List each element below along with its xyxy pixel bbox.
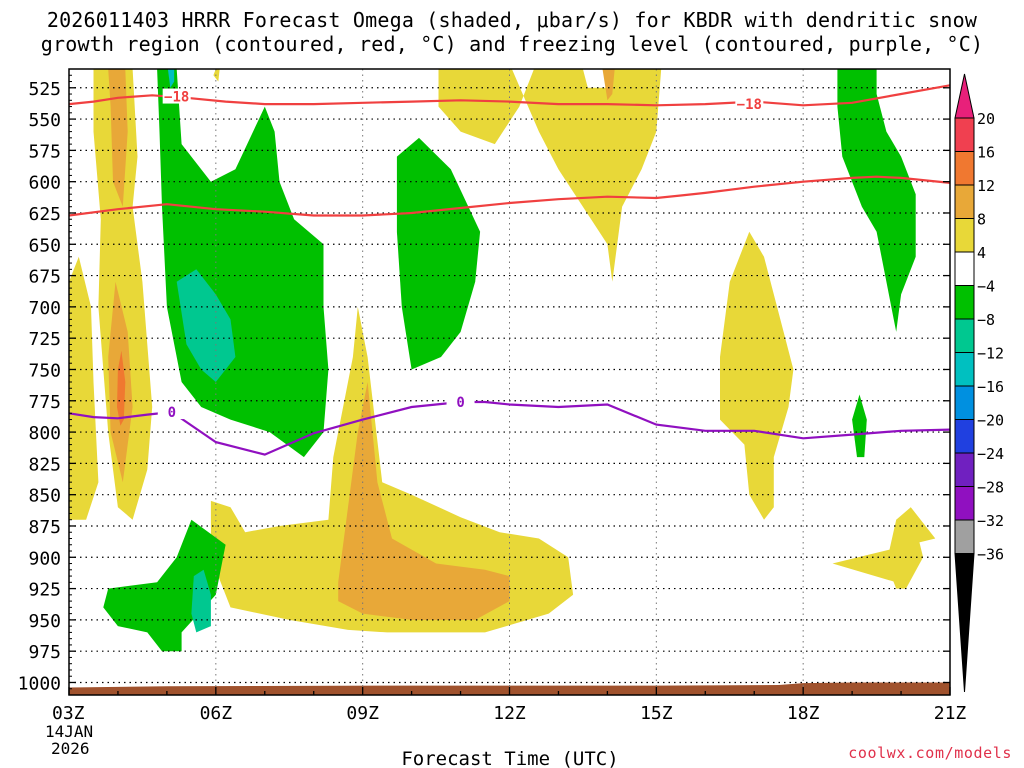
title-line-1: 2026011403 HRRR Forecast Omega (shaded, …	[46, 8, 978, 32]
colorbar-swatch	[954, 251, 975, 286]
colorbar-label: 20	[977, 110, 995, 128]
y-tick-label: 550	[28, 110, 61, 131]
y-tick-label: 850	[28, 486, 61, 507]
y-tick-label: 675	[28, 267, 61, 288]
colorbar-swatch	[954, 117, 975, 152]
colorbar-label: −16	[977, 378, 1004, 396]
x-year-label: 2026	[51, 739, 90, 758]
colorbar-label: −24	[977, 445, 1004, 463]
y-tick-label: 650	[28, 235, 61, 256]
dgz-contour-label-bg	[735, 96, 764, 112]
omega-region-neg4	[837, 69, 916, 332]
y-tick-label: 925	[28, 580, 61, 601]
contours: −18 −18 0 0	[69, 84, 950, 456]
colorbar: 20 16 12 8 4 −4 −8 −12 −16 −20 −24 −28 −32 −36	[954, 73, 1004, 693]
x-tick-label: 03Z	[52, 703, 85, 724]
colorbar-bottom-arrow	[954, 553, 975, 693]
colorbar-swatch	[954, 385, 975, 420]
colorbar-swatch	[954, 519, 975, 554]
x-tick-label: 09Z	[346, 703, 379, 724]
freezing-level-label: 0	[456, 395, 464, 411]
freezing-level-label-bg	[446, 394, 475, 410]
omega-region-pos8	[338, 382, 510, 620]
y-tick-label: 825	[28, 454, 61, 475]
y-tick-label: 700	[28, 298, 61, 319]
colorbar-label: −8	[977, 311, 995, 329]
x-tick-label: 15Z	[640, 703, 673, 724]
colorbar-top-arrow	[954, 73, 975, 119]
x-tick-label: 12Z	[493, 703, 526, 724]
chart-title: 2026011403 HRRR Forecast Omega (shaded, …	[0, 8, 1024, 56]
colorbar-swatch	[954, 151, 975, 186]
y-tick-label: 725	[28, 329, 61, 350]
omega-region-pos4	[210, 306, 574, 633]
colorbar-label: −36	[977, 546, 1004, 564]
omega-region-pos8	[602, 69, 615, 101]
omega-region-neg4	[103, 519, 226, 652]
credit-text: coolwx.com/models	[848, 744, 1012, 762]
colorbar-swatch	[954, 318, 975, 353]
colorbar-label: 4	[977, 244, 986, 262]
omega-region-pos8	[108, 69, 128, 207]
colorbar-label: 8	[977, 211, 986, 229]
y-tick-label: 575	[28, 141, 61, 162]
omega-region-pos4	[213, 69, 220, 82]
y-tick-label: 875	[28, 517, 61, 538]
x-tick-label: 06Z	[200, 703, 233, 724]
colorbar-swatch	[954, 486, 975, 521]
y-tick-label: 625	[28, 204, 61, 225]
y-tick-label: 525	[28, 79, 61, 100]
omega-region-neg4	[396, 137, 481, 370]
omega-region-pos4	[720, 231, 794, 520]
y-tick-label: 975	[28, 642, 61, 663]
title-line-2: growth region (contoured, red, °C) and f…	[40, 32, 984, 56]
x-date-label: 14JAN	[45, 722, 93, 741]
grid-lines	[69, 69, 950, 695]
omega-region-pos4	[438, 69, 662, 282]
dgz-contour-label: −18	[737, 97, 762, 113]
y-tick-label: 600	[28, 173, 61, 194]
omega-region-neg8	[176, 269, 236, 382]
omega-region-neg8	[191, 569, 211, 633]
dgz-contour-line	[69, 175, 950, 217]
colorbar-swatch	[954, 184, 975, 219]
y-tick-label: 800	[28, 423, 61, 444]
dgz-contour-label-bg	[162, 88, 191, 104]
omega-shading	[69, 69, 936, 652]
y-tick-label: 900	[28, 548, 61, 569]
colorbar-swatch	[954, 285, 975, 320]
colorbar-label: −28	[977, 479, 1004, 497]
x-tick-label: 21Z	[934, 703, 967, 724]
omega-region-pos4	[886, 507, 924, 589]
colorbar-label: −12	[977, 345, 1004, 363]
colorbar-swatch	[954, 419, 975, 454]
y-tick-label: 750	[28, 360, 61, 381]
colorbar-label: −4	[977, 278, 995, 296]
colorbar-label: −20	[977, 412, 1004, 430]
x-axis-label: Forecast Time (UTC)	[401, 748, 618, 768]
omega-region-pos4	[69, 256, 99, 520]
colorbar-swatch	[954, 218, 975, 253]
y-axis: 525 550 575 600 625 650 675 700 725 750 775 800 825 8…	[18, 74, 950, 694]
y-tick-label: 1000	[18, 673, 61, 694]
freezing-level-label-bg	[157, 404, 186, 420]
freezing-level-label: 0	[168, 405, 176, 421]
y-tick-label: 950	[28, 611, 61, 632]
colorbar-swatch	[954, 352, 975, 387]
colorbar-label: 12	[977, 177, 995, 195]
omega-region-neg12	[167, 69, 175, 88]
dgz-contour-label: −18	[164, 90, 189, 106]
omega-region-neg4	[852, 394, 867, 458]
y-tick-label: 775	[28, 392, 61, 413]
x-tick-label: 18Z	[787, 703, 820, 724]
colorbar-label: 16	[977, 144, 995, 162]
colorbar-label: −32	[977, 512, 1004, 530]
colorbar-swatch	[954, 452, 975, 487]
